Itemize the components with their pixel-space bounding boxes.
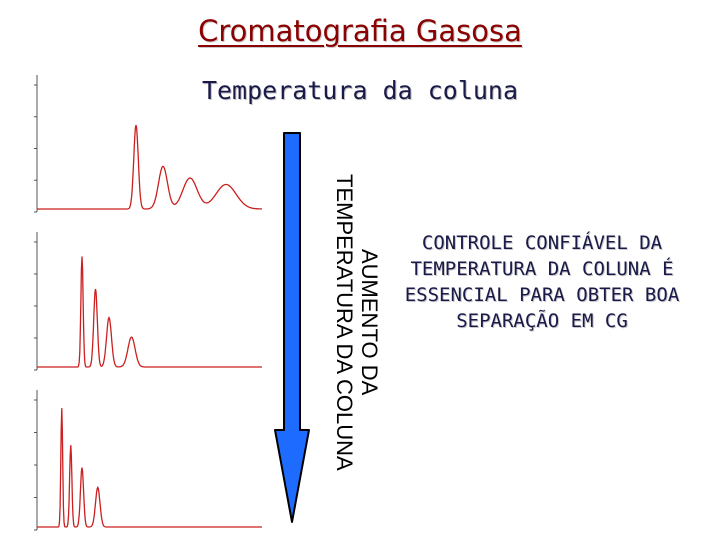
chromatogram-high-temperature <box>34 390 262 531</box>
chromatograms-panel <box>34 75 263 531</box>
temperature-increase-label-line2: TEMPERATURA DA COLUNA <box>332 173 357 471</box>
chromatogram-trace <box>37 408 262 528</box>
chromatogram-medium-temperature <box>34 232 262 371</box>
chromatogram-trace <box>37 124 263 210</box>
temperature-increase-label-line1: AUMENTO DA <box>357 248 382 396</box>
slide-subtitle: Temperatura da coluna <box>201 76 519 105</box>
chromatogram-low-temperature <box>34 75 263 213</box>
slide-title: Cromatografia Gasosa <box>198 14 522 48</box>
separation-note: CONTROLE CONFIÁVEL DA TEMPERATURA DA COL… <box>404 232 680 332</box>
temperature-increase-label: AUMENTO DA TEMPERATURA DA COLUNA <box>304 152 382 492</box>
chromatogram-trace <box>37 256 262 368</box>
down-arrow-icon <box>274 132 310 523</box>
